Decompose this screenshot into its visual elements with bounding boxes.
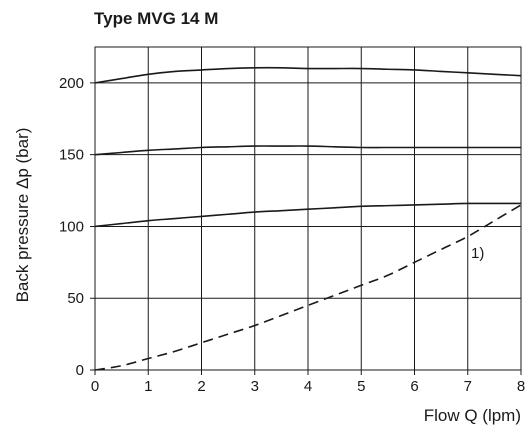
y-axis-label: Back pressure Δp (bar) xyxy=(13,128,32,303)
x-tick-label: 8 xyxy=(517,378,525,395)
y-tick-label: 200 xyxy=(59,75,84,92)
x-tick-label: 7 xyxy=(464,378,472,395)
chart-title: Type MVG 14 M xyxy=(94,9,219,28)
x-axis-label: Flow Q (lpm) xyxy=(424,406,521,425)
series-line-1 xyxy=(94,66,522,84)
y-tick-label: 50 xyxy=(67,290,84,307)
annotation-1: 1) xyxy=(471,245,484,262)
y-tick-label: 0 xyxy=(76,362,84,379)
series-line-3 xyxy=(94,202,521,228)
x-tick-label: 3 xyxy=(251,378,259,395)
x-tick-label: 4 xyxy=(304,378,312,395)
x-tick-label: 5 xyxy=(357,378,365,395)
dashed-curve xyxy=(94,204,522,371)
series-group xyxy=(94,66,522,371)
x-tick-label: 0 xyxy=(91,378,99,395)
series-line-2 xyxy=(94,145,521,156)
grid xyxy=(90,46,522,375)
y-tick-label: 100 xyxy=(59,218,84,235)
tick-labels: 0 1 2 3 4 5 6 7 8 0 50 100 150 200 xyxy=(59,75,525,395)
y-tick-label: 150 xyxy=(59,147,84,164)
x-tick-label: 2 xyxy=(197,378,205,395)
x-tick-label: 6 xyxy=(410,378,418,395)
x-tick-label: 1 xyxy=(144,378,152,395)
